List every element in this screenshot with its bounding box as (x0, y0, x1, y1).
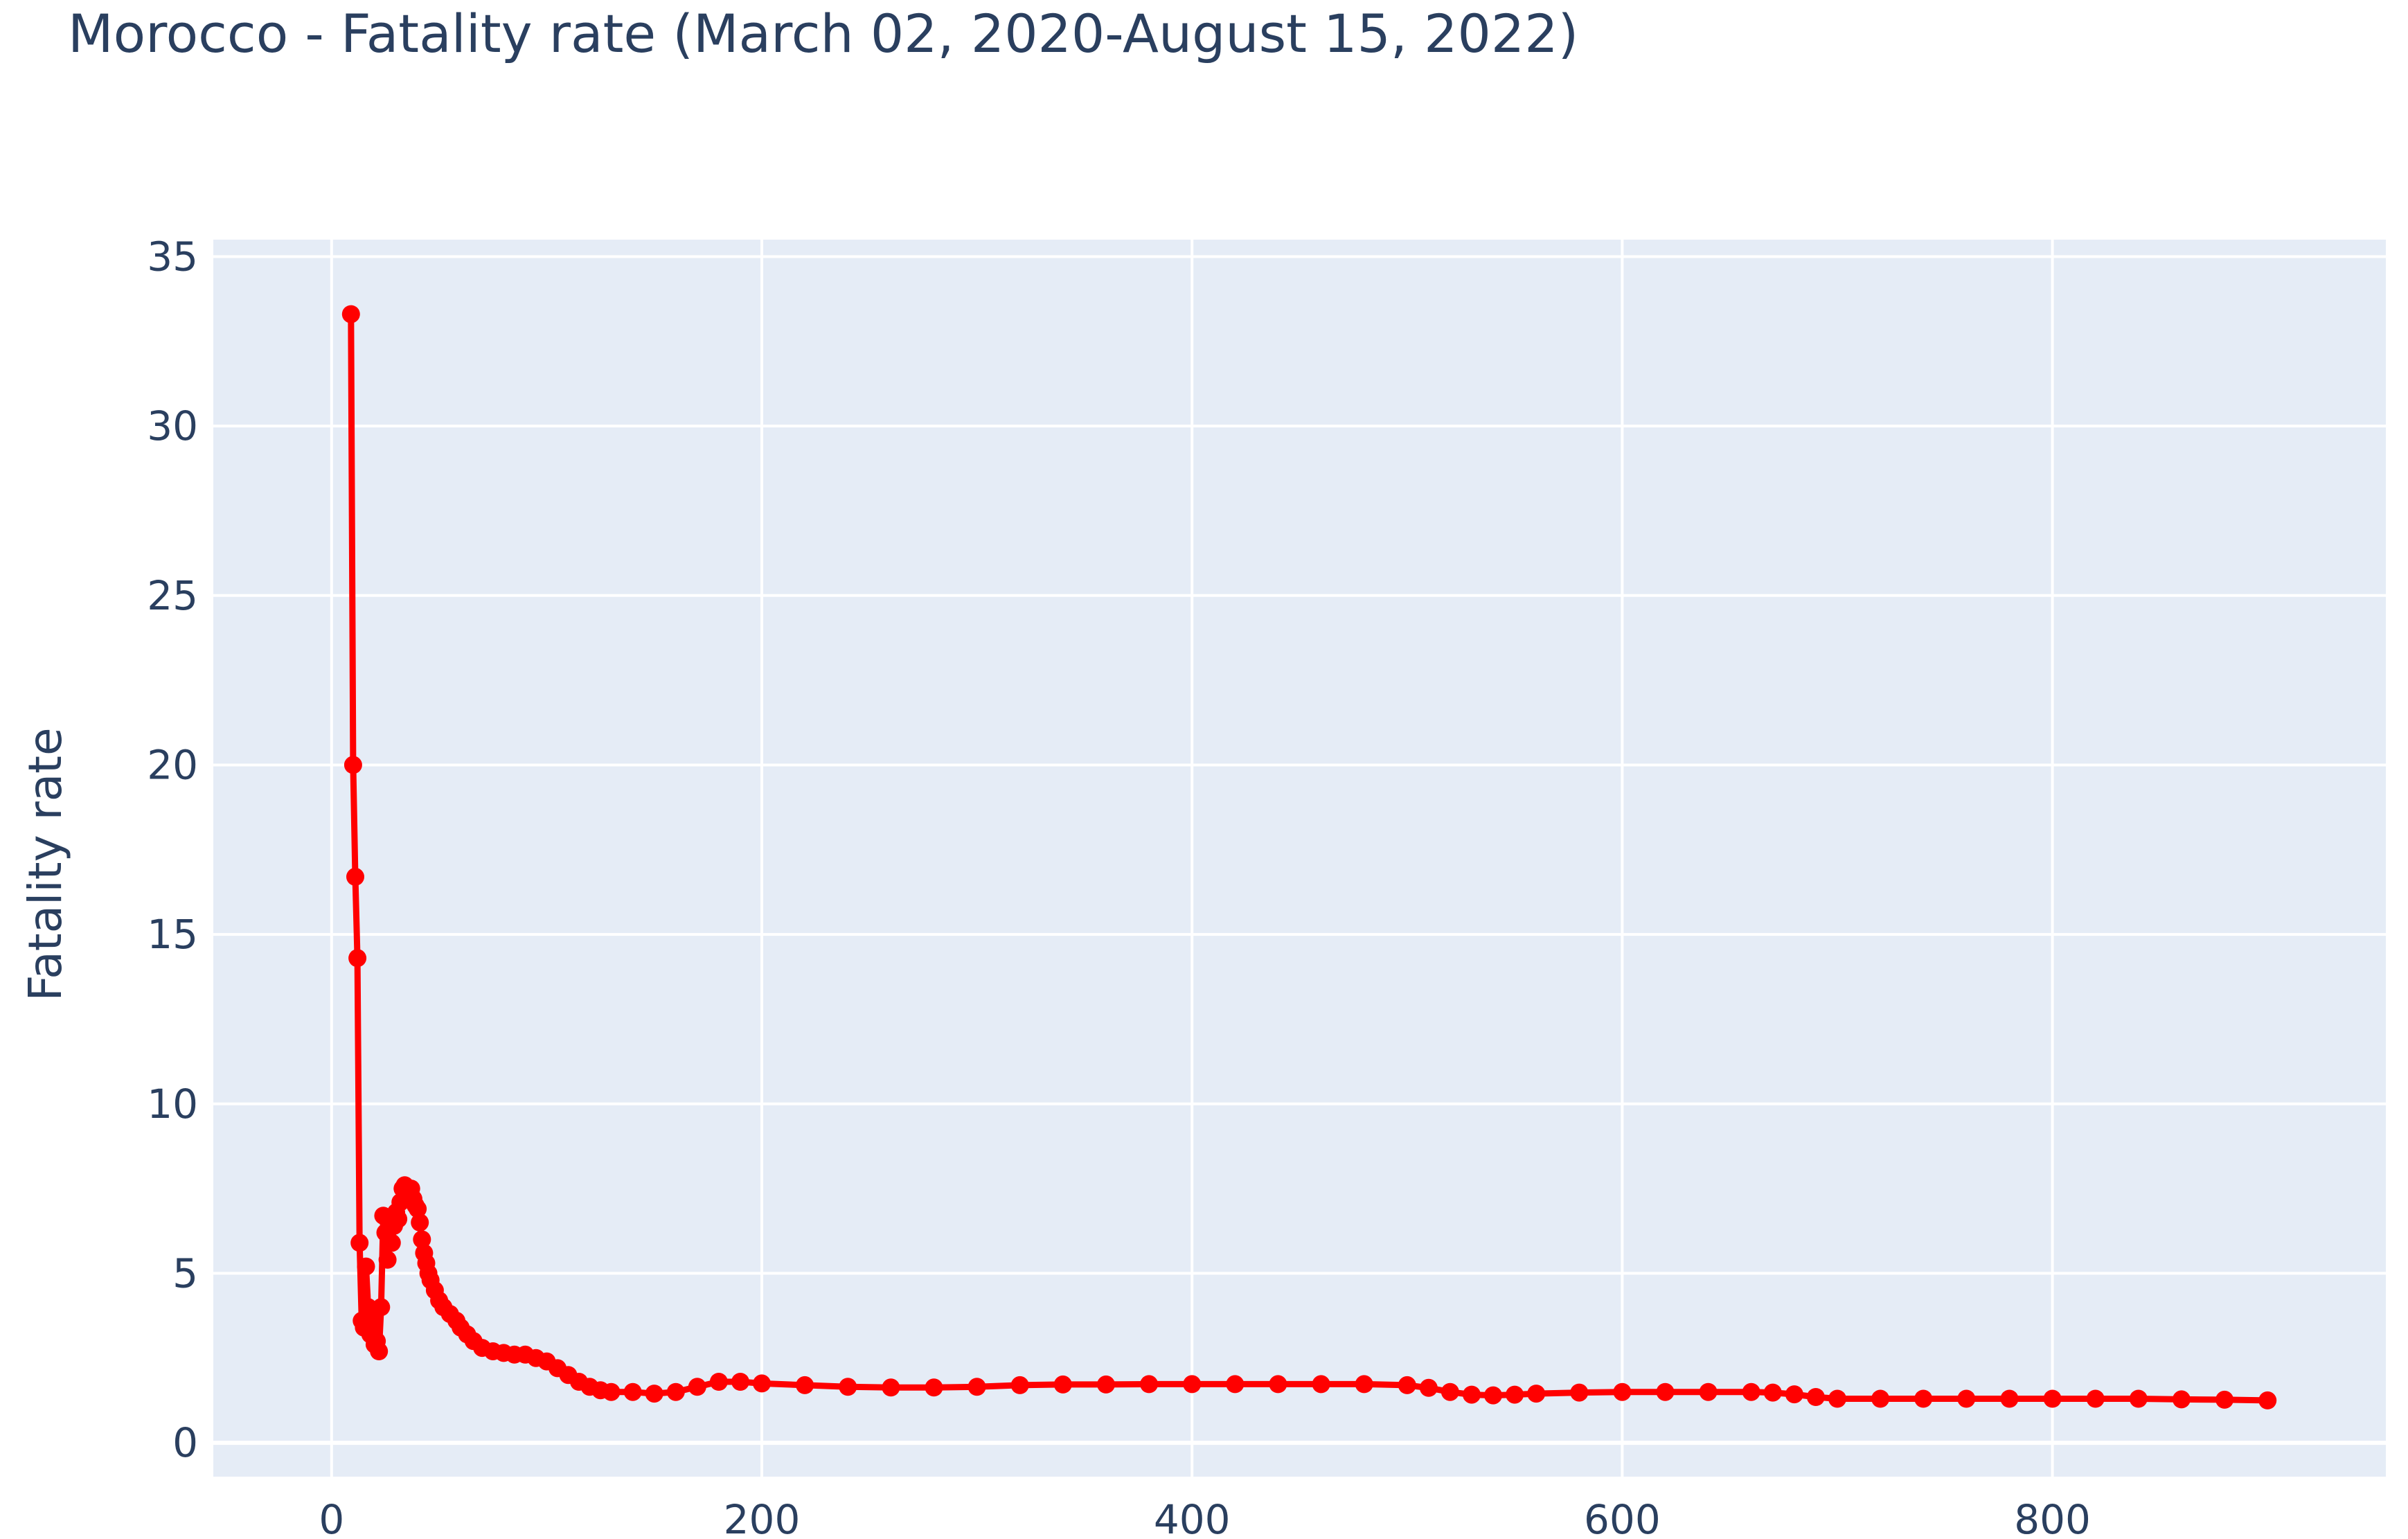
data-point (1613, 1382, 1632, 1401)
data-point (389, 1210, 408, 1229)
y-tick-label: 15 (147, 911, 198, 958)
data-point (1806, 1388, 1825, 1406)
data-point (967, 1378, 986, 1396)
data-point (372, 1298, 391, 1317)
data-point (411, 1213, 429, 1231)
data-point (1312, 1375, 1330, 1394)
data-point (645, 1385, 663, 1403)
data-point (346, 867, 364, 886)
data-point (1441, 1382, 1459, 1401)
data-point (1828, 1389, 1846, 1408)
x-tick-label: 600 (1584, 1496, 1661, 1539)
data-point (623, 1382, 642, 1401)
data-point (1527, 1385, 1546, 1403)
y-tick-label: 10 (147, 1080, 198, 1128)
y-tick-label: 20 (147, 741, 198, 788)
data-point (370, 1342, 389, 1360)
data-point (1699, 1382, 1718, 1401)
data-point (341, 305, 360, 323)
data-point (688, 1378, 706, 1396)
data-point (378, 1250, 397, 1269)
data-point (1010, 1376, 1029, 1394)
x-tick-label: 0 (319, 1496, 344, 1539)
data-point (666, 1382, 685, 1401)
data-point (839, 1378, 857, 1396)
data-point (1656, 1382, 1675, 1401)
data-point (1226, 1375, 1245, 1394)
y-tick-label: 25 (147, 572, 198, 619)
data-point (1419, 1378, 1438, 1397)
data-point (413, 1230, 431, 1249)
data-point (709, 1373, 728, 1391)
data-point (1097, 1375, 1115, 1394)
data-point (1785, 1385, 1803, 1404)
y-tick-label: 0 (172, 1419, 198, 1466)
data-point (350, 1234, 369, 1252)
data-point (731, 1373, 749, 1391)
data-point (1053, 1375, 1072, 1394)
data-point (1484, 1386, 1502, 1405)
data-point (925, 1378, 943, 1397)
data-point (796, 1376, 814, 1394)
data-point (1183, 1375, 1202, 1394)
data-point (357, 1257, 375, 1276)
data-point (1269, 1375, 1287, 1394)
x-tick-label: 200 (724, 1496, 801, 1539)
data-point (2086, 1389, 2105, 1408)
data-point (882, 1378, 900, 1397)
grid-lines (213, 240, 2386, 1477)
data-point (1355, 1375, 1373, 1394)
x-tick-label: 800 (2014, 1496, 2091, 1539)
data-point (1763, 1383, 1782, 1402)
y-axis-title: Fatality rate (19, 727, 72, 1001)
data-point (363, 1311, 382, 1330)
y-tick-label: 5 (172, 1249, 198, 1297)
plot-background (213, 240, 2386, 1477)
data-point (2172, 1390, 2191, 1409)
data-point (602, 1382, 621, 1401)
data-point (753, 1374, 771, 1393)
y-tick-label: 30 (147, 402, 198, 450)
data-point (1463, 1385, 1481, 1404)
data-point (1742, 1382, 1760, 1401)
data-point (1398, 1376, 1416, 1394)
y-tick-label: 35 (147, 233, 198, 280)
axis-tick-labels: 0 200 400 600 800 0 5 10 15 20 25 30 35 (147, 233, 2091, 1539)
series-markers (341, 305, 2277, 1409)
data-point (1140, 1375, 1159, 1394)
data-point (2258, 1391, 2277, 1409)
data-point (1871, 1389, 1890, 1408)
data-point (2043, 1389, 2062, 1408)
x-tick-label: 400 (1154, 1496, 1231, 1539)
data-point (382, 1234, 401, 1252)
data-point (409, 1200, 427, 1218)
data-point (2000, 1389, 2019, 1408)
data-point (1570, 1383, 1589, 1402)
data-point (2215, 1390, 2234, 1409)
data-point (1506, 1385, 1524, 1404)
chart-title: Morocco - Fatality rate (March 02, 2020-… (68, 3, 1579, 64)
data-point (1957, 1389, 1976, 1408)
data-point (359, 1298, 377, 1317)
data-point (2129, 1389, 2148, 1408)
data-point (1914, 1389, 1933, 1408)
data-point (344, 756, 362, 774)
data-point (348, 949, 367, 968)
